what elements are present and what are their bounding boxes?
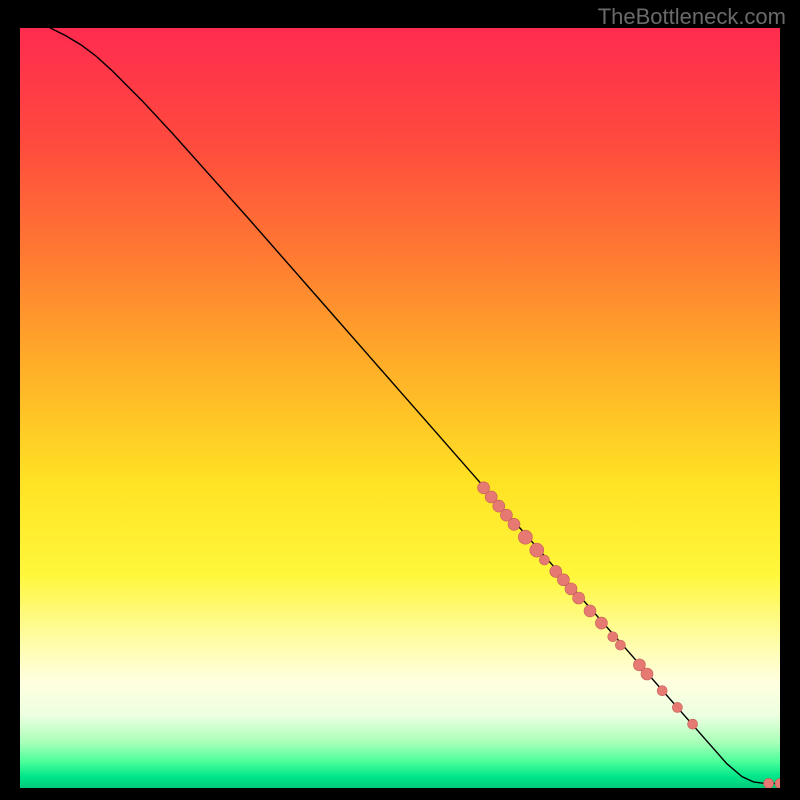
data-marker bbox=[584, 605, 596, 617]
data-marker bbox=[615, 640, 625, 650]
data-marker bbox=[641, 668, 653, 680]
watermark-text: TheBottleneck.com bbox=[598, 4, 786, 30]
data-marker bbox=[530, 543, 544, 557]
data-marker bbox=[608, 632, 618, 642]
data-marker bbox=[688, 719, 698, 729]
data-marker bbox=[508, 518, 520, 530]
gradient-background bbox=[20, 28, 780, 788]
chart-svg bbox=[20, 28, 780, 788]
data-marker bbox=[764, 778, 774, 788]
data-marker bbox=[539, 555, 549, 565]
data-marker bbox=[672, 702, 682, 712]
plot-area bbox=[20, 28, 780, 788]
data-marker bbox=[573, 592, 585, 604]
stage: TheBottleneck.com bbox=[0, 0, 800, 800]
data-marker bbox=[518, 530, 532, 544]
data-marker bbox=[595, 617, 607, 629]
data-marker bbox=[657, 686, 667, 696]
